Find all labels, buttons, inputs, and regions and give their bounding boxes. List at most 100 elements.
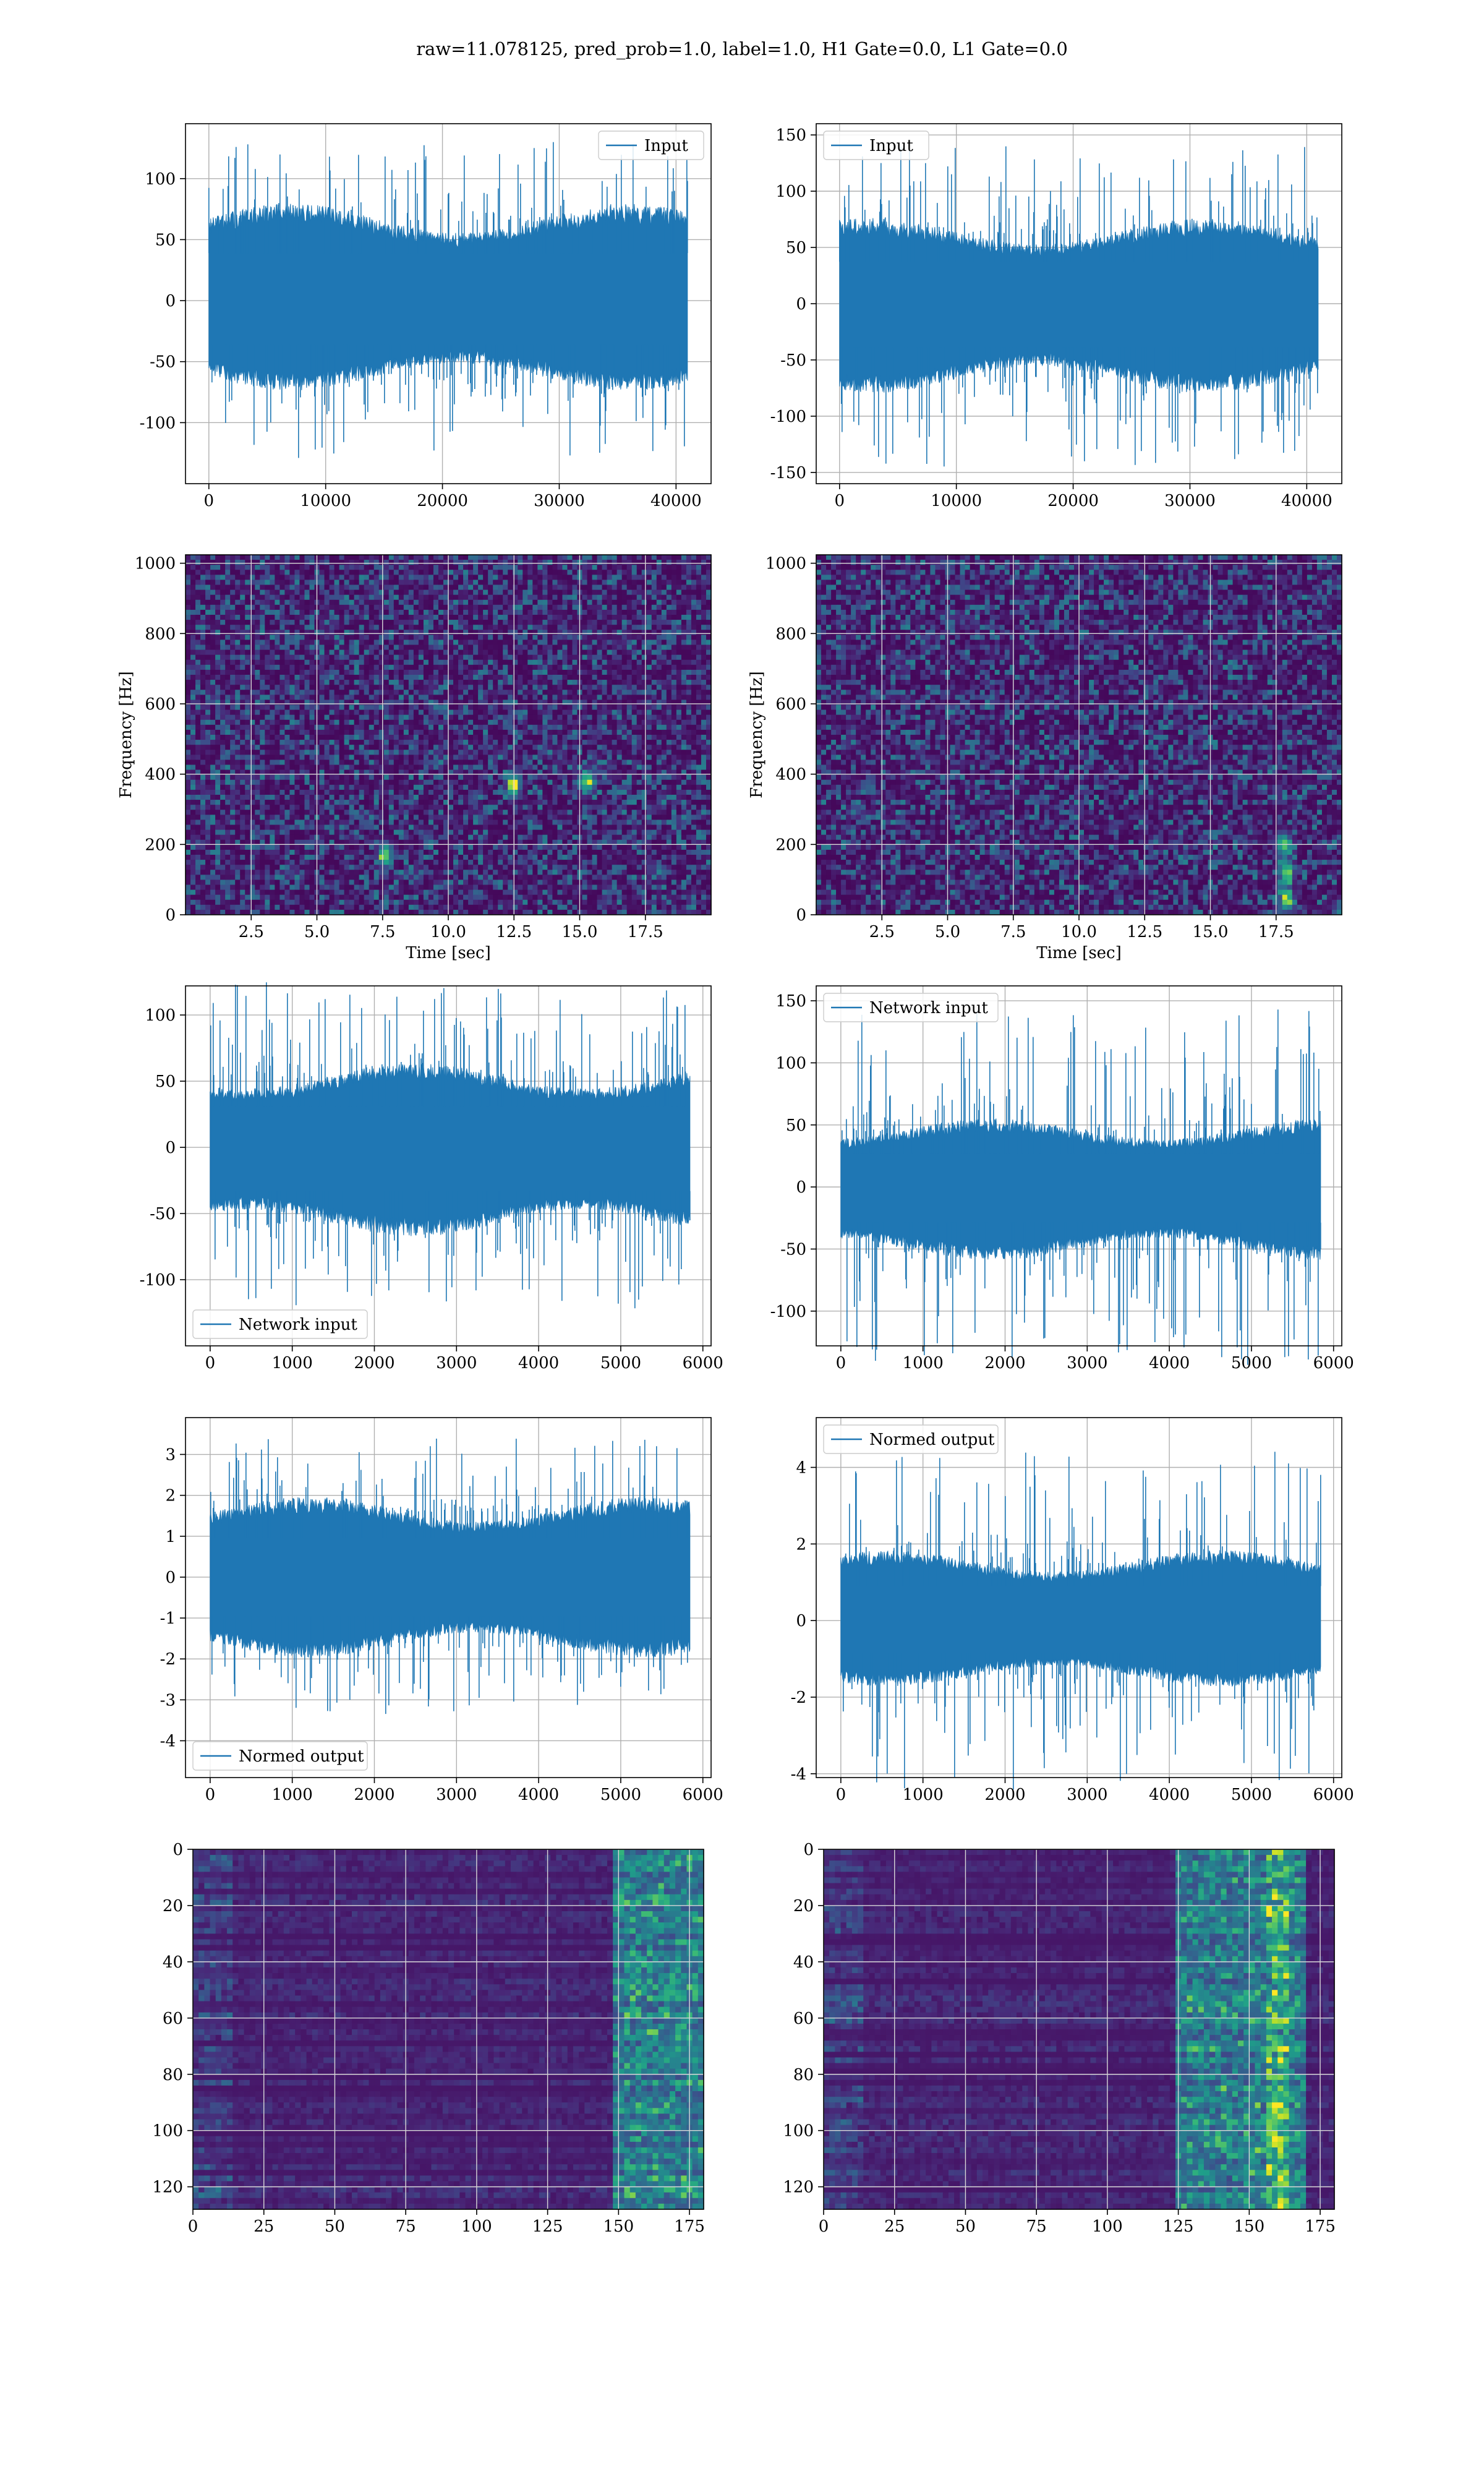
spectrogram-cell [186, 795, 191, 800]
spectrogram-cell [200, 570, 206, 575]
spectrogram-cell [339, 609, 345, 615]
spectrogram-cell [250, 824, 255, 831]
spectrogram-cell [205, 555, 211, 560]
spectrogram-cell [448, 745, 454, 750]
spectrogram-cell [493, 745, 498, 750]
spectrogram-cell [393, 604, 399, 610]
spectrogram-cell [522, 570, 528, 575]
spectrogram-cell [245, 570, 250, 575]
spectrogram-cell [408, 745, 414, 750]
spectrogram-cell [324, 849, 330, 855]
spectrogram-cell [378, 904, 385, 910]
spectrogram-cell [503, 589, 508, 596]
spectrogram-cell [309, 704, 315, 711]
spectrogram-cell [349, 719, 355, 726]
spectrogram-cell [359, 844, 365, 850]
spectrogram-cell [299, 594, 305, 601]
spectrogram-cell [354, 625, 360, 630]
spectrogram-cell [398, 779, 404, 785]
spectrogram-cell [413, 745, 419, 750]
spectrogram-cell [240, 615, 245, 620]
spectrogram-cell [493, 884, 498, 891]
spectrogram-cell [270, 884, 275, 891]
spectrogram-cell [319, 555, 325, 560]
spectrogram-cell [339, 714, 345, 721]
spectrogram-cell [478, 875, 484, 881]
spectrogram-cell [354, 805, 360, 810]
spectrogram-cell [359, 815, 365, 821]
spectrogram-cell [498, 904, 503, 910]
spectrogram-cell [344, 594, 350, 601]
spectrogram-cell [448, 589, 454, 596]
spectrogram-cell [299, 685, 305, 690]
spectrogram-cell [478, 630, 484, 635]
spectrogram-cell [200, 560, 206, 565]
spectrogram-cell [200, 704, 206, 711]
spectrogram-cell [393, 875, 399, 881]
spectrogram-cell [458, 669, 464, 675]
spectrogram-cell [473, 714, 479, 721]
spectrogram-cell [453, 855, 459, 860]
spectrogram-cell [508, 675, 513, 680]
spectrogram-cell [265, 604, 270, 610]
spectrogram-cell [378, 834, 385, 841]
spectrogram-cell [413, 654, 419, 661]
spectrogram-cell [508, 700, 513, 706]
spectrogram-cell [284, 555, 290, 560]
spectrogram-cell [225, 909, 231, 915]
spectrogram-cell [230, 659, 236, 666]
spectrogram-cell [250, 880, 255, 886]
spectrogram-cell [418, 844, 424, 850]
spectrogram-cell [190, 779, 196, 785]
spectrogram-cell [468, 745, 474, 750]
spectrogram-cell [463, 899, 469, 905]
spectrogram-cell [349, 844, 355, 850]
spectrogram-cell [473, 690, 479, 695]
spectrogram-cell [339, 764, 345, 771]
spectrogram-cell [423, 630, 429, 635]
spectrogram-cell [299, 740, 305, 745]
spectrogram-cell [383, 769, 390, 776]
spectrogram-cell [205, 740, 211, 745]
spectrogram-cell [245, 870, 250, 875]
spectrogram-cell [215, 620, 221, 625]
spectrogram-cell [240, 649, 245, 656]
spectrogram-cell [215, 880, 221, 886]
spectrogram-cell [383, 745, 390, 750]
spectrogram-cell [398, 829, 404, 836]
spectrogram-cell [398, 820, 404, 826]
spectrogram-cell [478, 580, 484, 586]
spectrogram-cell [200, 899, 206, 905]
spectrogram-cell [503, 815, 508, 821]
spectrogram-cell [518, 729, 523, 735]
spectrogram-cell [220, 604, 226, 610]
spectrogram-cell [513, 769, 518, 776]
spectrogram-cell [309, 695, 315, 701]
spectrogram-cell [294, 644, 301, 651]
spectrogram-cell [453, 680, 459, 685]
spectrogram-cell [275, 555, 280, 560]
spectrogram-cell [279, 580, 285, 586]
spectrogram-cell [265, 690, 270, 695]
spectrogram-cell [205, 810, 211, 815]
spectrogram-cell [289, 865, 296, 870]
spectrogram-cell [513, 784, 518, 790]
spectrogram-cell [498, 870, 503, 875]
spectrogram-cell [403, 855, 409, 860]
spectrogram-cell [373, 714, 380, 721]
spectrogram-cell [438, 659, 444, 666]
spectrogram-cell [369, 565, 375, 570]
spectrogram-cell [265, 860, 270, 865]
spectrogram-cell [418, 635, 424, 641]
spectrogram-cell [190, 789, 196, 795]
spectrogram-cell [250, 829, 255, 836]
spectrogram-cell [289, 789, 296, 795]
spectrogram-cell [205, 844, 211, 850]
spectrogram-cell [265, 589, 270, 596]
spectrogram-cell [364, 654, 370, 661]
spectrogram-cell [265, 795, 270, 800]
spectrogram-cell [388, 805, 394, 810]
spectrogram-cell [190, 894, 196, 901]
spectrogram-cell [260, 675, 265, 680]
spectrogram-cell [473, 820, 479, 826]
